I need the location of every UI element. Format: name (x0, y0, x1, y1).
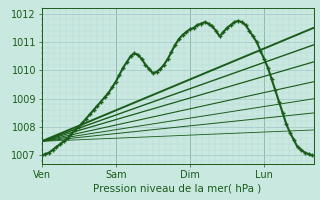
X-axis label: Pression niveau de la mer( hPa ): Pression niveau de la mer( hPa ) (93, 184, 262, 194)
